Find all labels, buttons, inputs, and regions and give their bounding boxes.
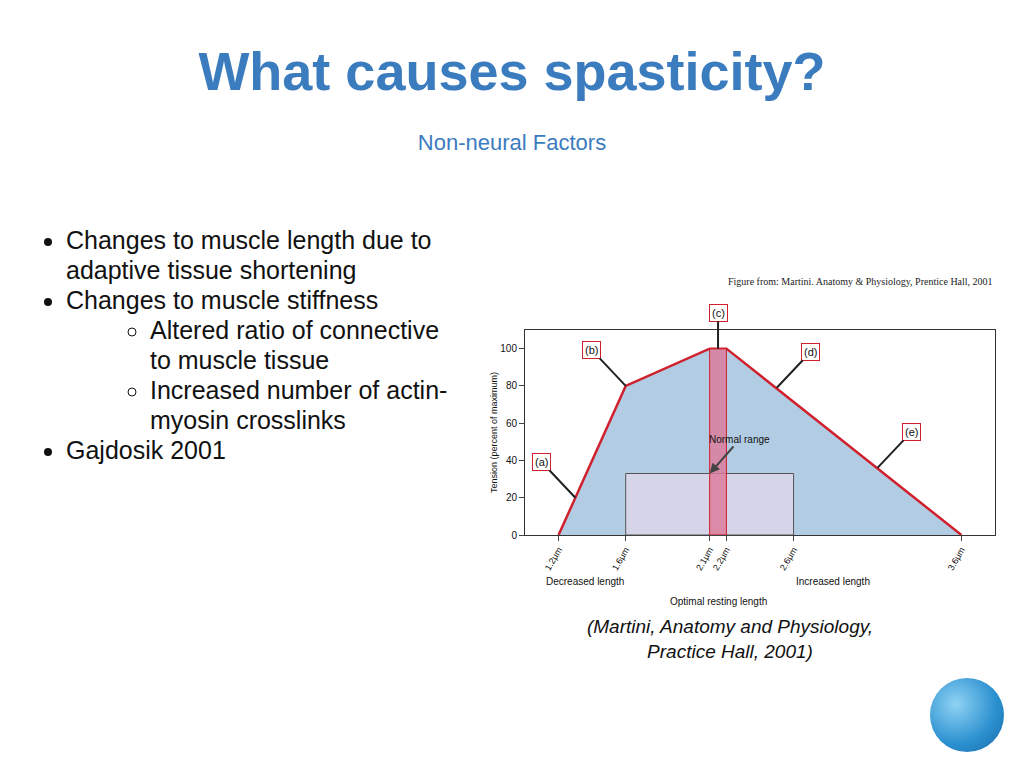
svg-text:0: 0 [511,530,517,541]
svg-text:40: 40 [506,455,518,466]
svg-text:Normal range: Normal range [709,434,770,445]
html-text:Changes to muscle length due t: Changes to muscle length due to adaptive… [66,226,432,284]
svg-text:80: 80 [506,380,518,391]
svg-text:1.2μm: 1.2μm [543,546,564,573]
html-text:Gajdosik 2001: Gajdosik 2001 [66,436,226,464]
html-text:Changes to muscle stiffness: Changes to muscle stiffness [66,286,379,314]
svg-text:Increased length: Increased length [796,576,870,587]
svg-text:2.1μm: 2.1μm [694,546,715,573]
html-text:Non-neural Factors: Non-neural Factors [417,130,607,155]
html-text:(Martini, Anatomy and Physiolo: (Martini, Anatomy and Physiology, Practi… [586,616,874,662]
html-text:Altered ratio of connective to: Altered ratio of connective to muscle ti… [150,316,440,374]
html-text:What causes spasticity?: What causes spasticity? [198,41,826,101]
svg-text:1.6μm: 1.6μm [610,546,631,573]
svg-text:2.6μm: 2.6μm [778,546,799,573]
svg-text:(b): (b) [585,344,598,356]
svg-text:(c): (c) [712,307,725,319]
svg-text:Optimal resting length: Optimal resting length [670,596,767,607]
svg-text:20: 20 [506,492,518,503]
svg-text:60: 60 [506,418,518,429]
svg-text:(a): (a) [535,456,548,468]
svg-text:Decreased length: Decreased length [546,576,624,587]
svg-text:2.2μm: 2.2μm [711,546,732,573]
svg-text:(d): (d) [804,346,817,358]
html-text:Increased number of actin-myos: Increased number of actin-myosin crossli… [150,376,448,434]
svg-text:100: 100 [500,343,517,354]
svg-text:3.6μm: 3.6μm [946,546,967,573]
svg-text:(e): (e) [905,426,918,438]
svg-text:Figure from: Martini. Anatomy: Figure from: Martini. Anatomy & Physiolo… [728,276,993,287]
svg-text:Tension (percent of maximum): Tension (percent of maximum) [489,372,499,493]
